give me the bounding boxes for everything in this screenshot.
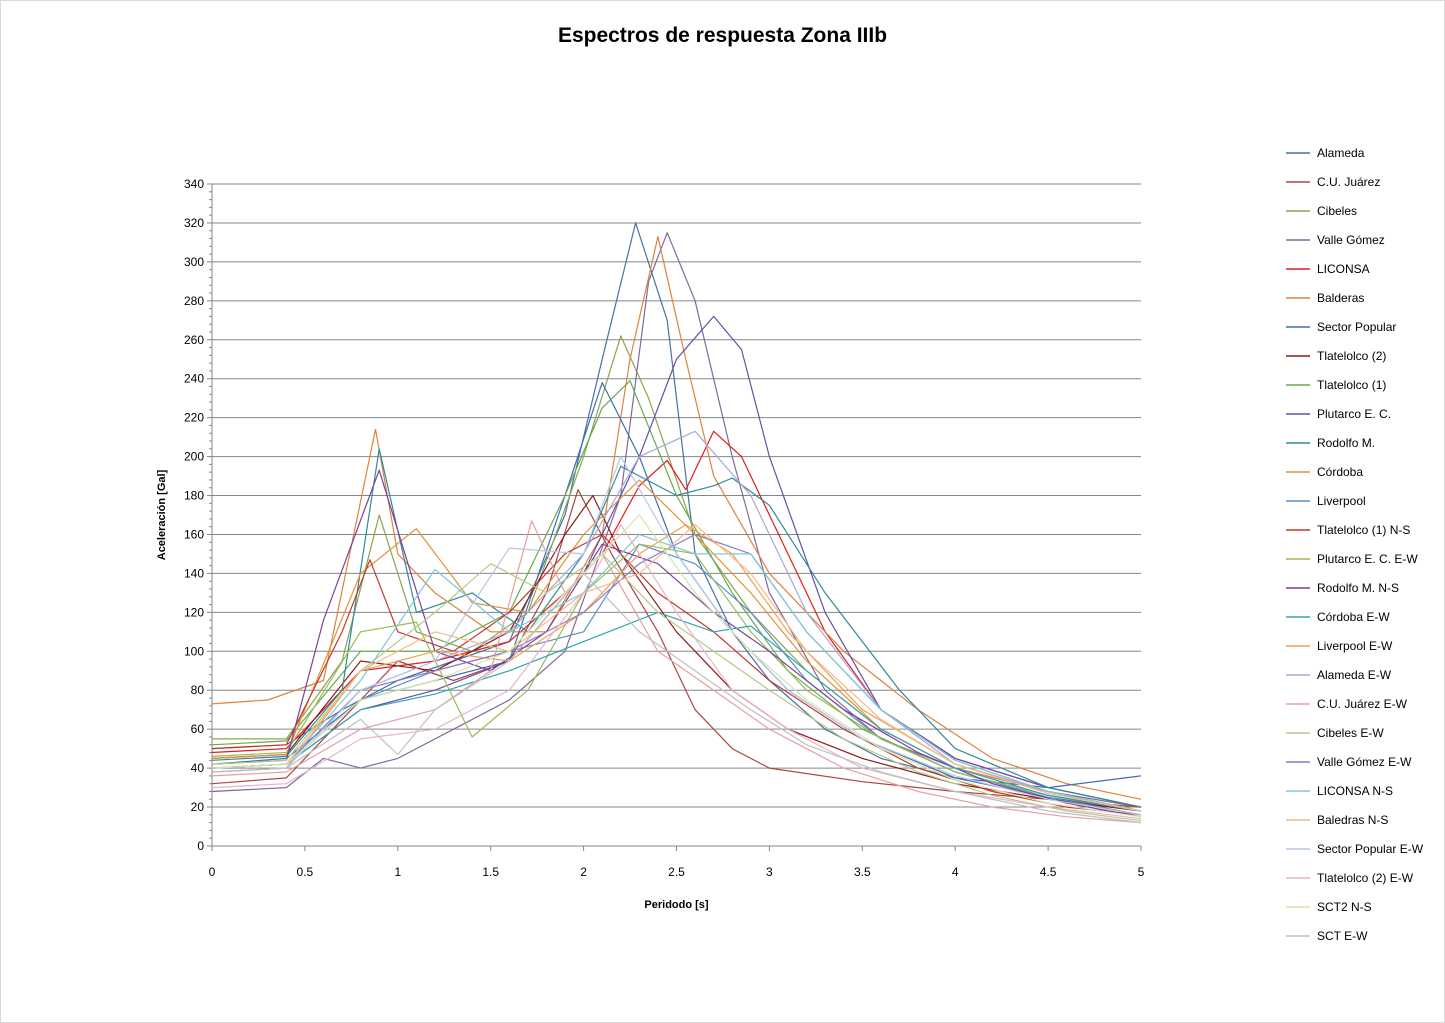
legend-label-6: Sector Popular: [1317, 320, 1396, 334]
series-line-27: [211, 572, 1142, 824]
series-line-6: [211, 382, 1142, 789]
legend-label-26: SCT2 N-S: [1317, 900, 1372, 914]
legend-label-20: Cibeles E-W: [1317, 726, 1384, 740]
series-line-0: [211, 222, 1142, 812]
legend-label-25: Tlatelolco (2) E-W: [1317, 871, 1414, 885]
legend-label-14: Plutarco E. C. E-W: [1317, 552, 1418, 566]
series-line-24: [211, 456, 1142, 816]
legend-label-19: C.U. Juárez E-W: [1317, 697, 1408, 711]
series-line-9: [211, 315, 1142, 808]
series-line-18: [211, 430, 1142, 812]
legend-label-12: Liverpool: [1317, 494, 1366, 508]
y-tick-label-4: 80: [191, 683, 205, 697]
y-tick-label-3: 60: [191, 722, 205, 736]
series-line-10: [211, 448, 1142, 808]
series-line-19: [211, 520, 1142, 824]
legend-label-15: Rodolfo M. N-S: [1317, 581, 1399, 595]
legend-label-22: LICONSA N-S: [1317, 784, 1393, 798]
y-tick-label-9: 180: [184, 489, 204, 503]
legend-label-18: Alameda E-W: [1317, 668, 1392, 682]
legend-label-9: Plutarco E. C.: [1317, 407, 1391, 421]
y-tick-label-1: 20: [191, 800, 205, 814]
legend-label-3: Valle Gómez: [1317, 233, 1385, 247]
x-tick-labels: 0 0.5 1 1.5 2 2.5 3 3.5 4 4.5 5: [209, 865, 1145, 879]
legend-label-7: Tlatelolco (2): [1317, 349, 1386, 363]
y-tick-label-15: 300: [184, 255, 204, 269]
y-axis-title: Aceleración [Gal]: [156, 469, 168, 560]
legend-label-2: Cibeles: [1317, 204, 1357, 218]
y-tick-label-2: 40: [191, 761, 205, 775]
legend: Alameda C.U. Juárez Cibeles Valle Gómez LICO…: [1286, 146, 1424, 943]
series-lines: [211, 222, 1142, 824]
x-axis-title: Peridodo [s]: [644, 899, 709, 911]
series-line-13: [211, 533, 1142, 816]
legend-label-4: LICONSA: [1317, 262, 1370, 276]
y-tick-label-6: 120: [184, 605, 204, 619]
y-tick-label-12: 240: [184, 372, 204, 386]
y-tick-label-14: 280: [184, 294, 204, 308]
series-line-15: [211, 469, 1142, 818]
y-tick-label-11: 220: [184, 411, 204, 425]
series-line-1: [211, 489, 1142, 808]
legend-label-23: Baledras N-S: [1317, 813, 1388, 827]
x-tick-label-8: 4: [952, 865, 959, 879]
y-tick-label-16: 320: [184, 216, 204, 230]
y-tick-label-10: 200: [184, 450, 204, 464]
axes: [207, 183, 1142, 851]
y-tick-label-8: 160: [184, 527, 204, 541]
x-tick-label-9: 4.5: [1040, 865, 1057, 879]
chart-title: Espectros de respuesta Zona IIIb: [557, 24, 888, 47]
legend-label-1: C.U. Juárez: [1317, 175, 1380, 189]
legend-label-17: Liverpool E-W: [1317, 639, 1393, 653]
legend-label-21: Valle Gómez E-W: [1317, 755, 1412, 769]
series-line-14: [211, 543, 1142, 812]
y-tick-label-0: 0: [197, 839, 204, 853]
x-tick-label-6: 3: [766, 865, 773, 879]
series-line-7: [211, 494, 1142, 812]
legend-label-27: SCT E-W: [1317, 929, 1368, 943]
series-line-12: [211, 543, 1142, 816]
series-line-16: [211, 611, 1142, 812]
legend-label-16: Córdoba E-W: [1317, 610, 1390, 624]
series-line-26: [211, 514, 1142, 818]
y-tick-label-13: 260: [184, 333, 204, 347]
y-tick-label-17: 340: [184, 177, 204, 191]
series-line-22: [211, 533, 1142, 812]
x-tick-label-4: 2: [580, 865, 587, 879]
x-tick-label-10: 5: [1138, 865, 1145, 879]
series-line-5: [211, 236, 1142, 800]
y-tick-labels: 0 20 40 60 80 100 120 140 160 180 200 220 240 260 280 3…: [184, 177, 204, 853]
y-tick-label-7: 140: [184, 566, 204, 580]
x-tick-label-5: 2.5: [668, 865, 685, 879]
legend-label-0: Alameda: [1317, 146, 1365, 160]
x-tick-label-1: 0.5: [297, 865, 314, 879]
legend-label-5: Balderas: [1317, 291, 1364, 305]
legend-label-11: Córdoba: [1317, 465, 1363, 479]
x-tick-label-3: 1.5: [482, 865, 499, 879]
x-tick-label-2: 1: [394, 865, 401, 879]
legend-label-13: Tlatelolco (1) N-S: [1317, 523, 1410, 537]
series-line-23: [211, 524, 1142, 812]
y-tick-label-5: 100: [184, 644, 204, 658]
legend-label-8: Tlatelolco (1): [1317, 378, 1386, 392]
legend-label-10: Rodolfo M.: [1317, 436, 1375, 450]
legend-label-24: Sector Popular E-W: [1317, 842, 1424, 856]
series-line-20: [211, 553, 1142, 822]
x-tick-label-0: 0: [209, 865, 216, 879]
x-tick-label-7: 3.5: [854, 865, 871, 879]
